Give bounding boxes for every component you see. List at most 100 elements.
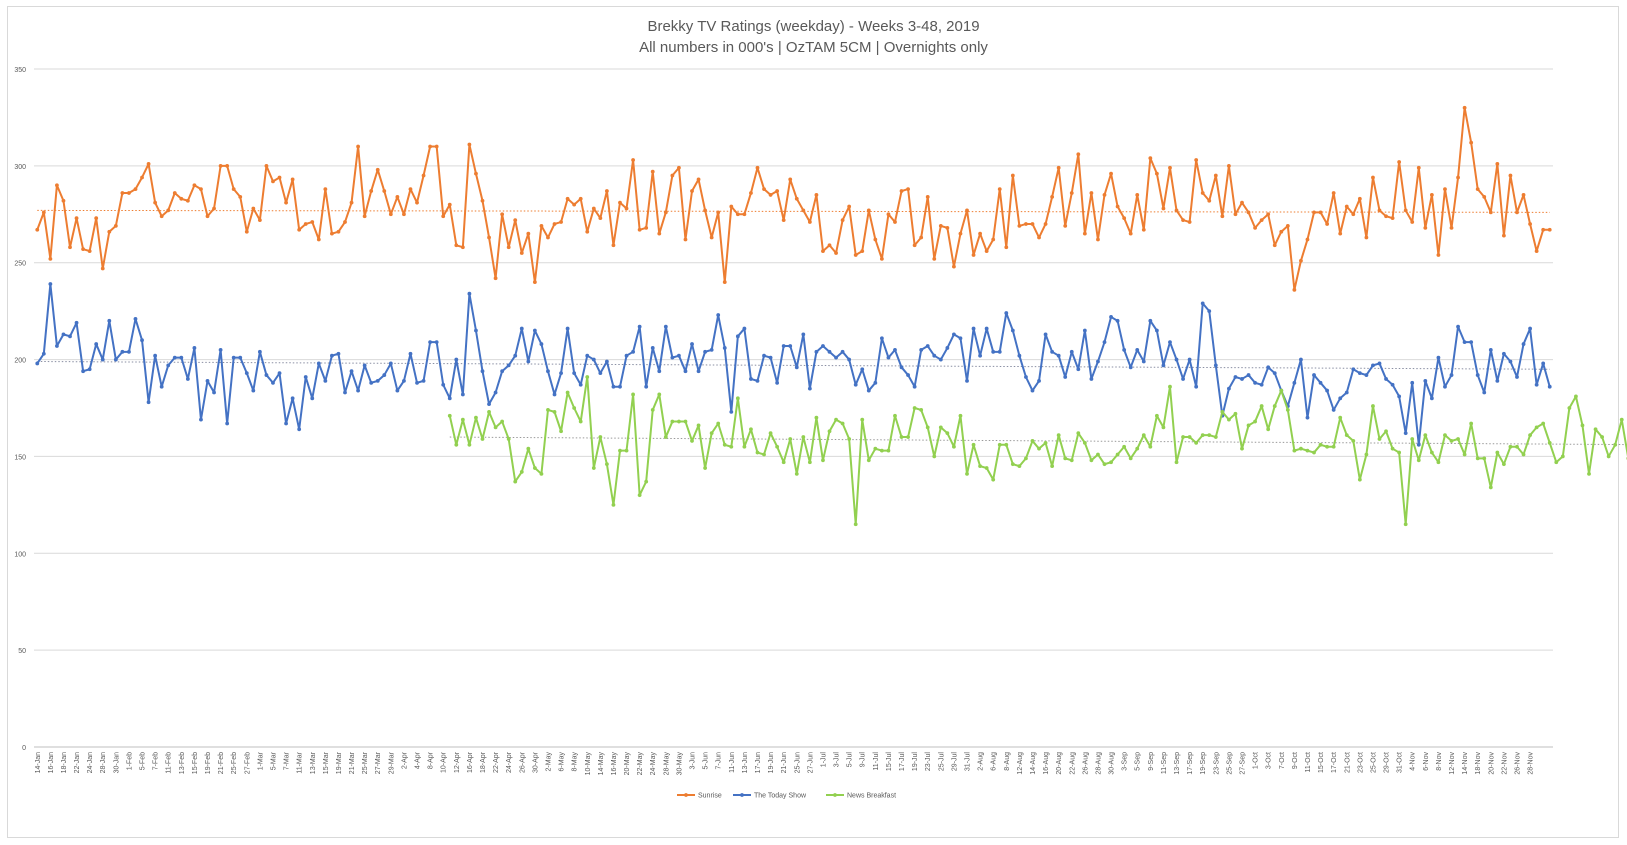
data-point: [1076, 431, 1081, 436]
gridlines: [34, 68, 1553, 748]
data-point: [1063, 375, 1068, 379]
x-tick-label: 25-Mar: [362, 751, 369, 774]
data-point: [1266, 212, 1271, 217]
data-point: [1024, 222, 1028, 226]
data-point: [113, 357, 118, 362]
data-point: [971, 253, 976, 257]
data-point: [1253, 419, 1257, 424]
data-point: [467, 142, 472, 147]
data-point: [369, 189, 374, 193]
data-point: [604, 359, 609, 364]
data-point: [1266, 427, 1271, 432]
data-point: [1161, 363, 1166, 368]
data-point: [1429, 450, 1434, 455]
data-point: [1122, 216, 1127, 221]
data-point: [1227, 386, 1231, 391]
data-point: [952, 444, 956, 449]
data-point: [212, 206, 216, 211]
data-point: [1030, 222, 1035, 226]
data-point: [343, 390, 347, 395]
data-point: [1331, 191, 1336, 195]
x-tick-label: 12-Nov: [1449, 752, 1456, 775]
data-point: [1456, 437, 1460, 441]
data-point: [1528, 433, 1532, 438]
data-point: [624, 206, 629, 211]
x-tick-label: 19-Sep: [1200, 752, 1207, 775]
data-point: [428, 144, 433, 149]
data-point: [663, 435, 668, 439]
data-point: [1200, 433, 1205, 438]
data-point: [585, 229, 590, 234]
data-point: [1318, 442, 1323, 447]
data-point: [1403, 208, 1408, 213]
data-point: [1331, 444, 1336, 449]
data-point: [1593, 427, 1598, 432]
data-point: [1135, 446, 1140, 451]
data-point: [1488, 210, 1493, 215]
data-point: [749, 377, 753, 381]
data-point: [1154, 413, 1159, 418]
y-axis: 0 50 100 150 200 250 300 350: [14, 67, 26, 752]
x-tick-label: 19-Jul: [912, 752, 919, 772]
x-tick-label: 11-Mar: [297, 751, 304, 773]
x-tick-label: 9-Oct: [1292, 752, 1299, 769]
data-point: [526, 359, 531, 364]
data-point: [1436, 355, 1441, 360]
data-point: [94, 342, 99, 346]
data-point: [1181, 377, 1185, 381]
data-point: [284, 421, 288, 426]
data-point: [821, 249, 825, 253]
data-point: [1115, 452, 1120, 457]
data-point: [1312, 450, 1316, 455]
x-tick-label: 14-Aug: [1030, 752, 1037, 775]
data-point: [749, 427, 753, 432]
data-point: [677, 165, 681, 170]
x-tick-label: 30-Apr: [532, 751, 539, 773]
x-tick-label: 25-Oct: [1370, 752, 1377, 773]
data-point: [506, 437, 511, 441]
data-point: [1429, 396, 1434, 401]
data-point: [794, 365, 799, 370]
data-point: [1403, 431, 1408, 436]
data-point: [821, 344, 825, 348]
data-point: [1285, 224, 1290, 228]
data-point: [1574, 394, 1578, 399]
x-tick-label: 25-Sep: [1226, 752, 1233, 775]
x-tick-label: 1-Mar: [257, 751, 264, 770]
data-point: [1436, 460, 1441, 465]
data-point: [840, 421, 845, 426]
data-point: [788, 344, 793, 348]
data-point: [1285, 408, 1290, 412]
data-point: [1299, 258, 1303, 263]
data-point: [1423, 378, 1428, 383]
legend-label: Sunrise: [698, 793, 722, 800]
data-point: [1449, 373, 1454, 377]
data-point: [912, 384, 917, 389]
data-point: [1056, 353, 1061, 358]
data-point: [1344, 204, 1349, 209]
data-point: [637, 324, 642, 329]
data-point: [434, 144, 439, 149]
x-tick-label: 28-Jan: [100, 752, 107, 774]
data-point: [1534, 249, 1539, 253]
data-point: [1004, 311, 1009, 315]
data-point: [487, 402, 491, 407]
data-point: [519, 470, 524, 474]
data-point: [1331, 408, 1336, 412]
data-point: [1371, 404, 1375, 408]
legend-marker: [833, 793, 837, 797]
x-tick-label: 27-Sep: [1239, 752, 1246, 775]
data-point: [500, 419, 505, 424]
x-tick-label: 7-Feb: [153, 752, 160, 770]
data-point: [1187, 435, 1192, 439]
data-point: [801, 208, 806, 213]
data-point: [388, 361, 393, 366]
x-tick-label: 20-Nov: [1488, 752, 1495, 775]
data-point: [1384, 429, 1388, 434]
data-point: [853, 382, 858, 387]
data-point: [683, 237, 688, 242]
data-point: [74, 216, 79, 221]
data-point: [952, 332, 956, 337]
data-point: [493, 276, 498, 281]
